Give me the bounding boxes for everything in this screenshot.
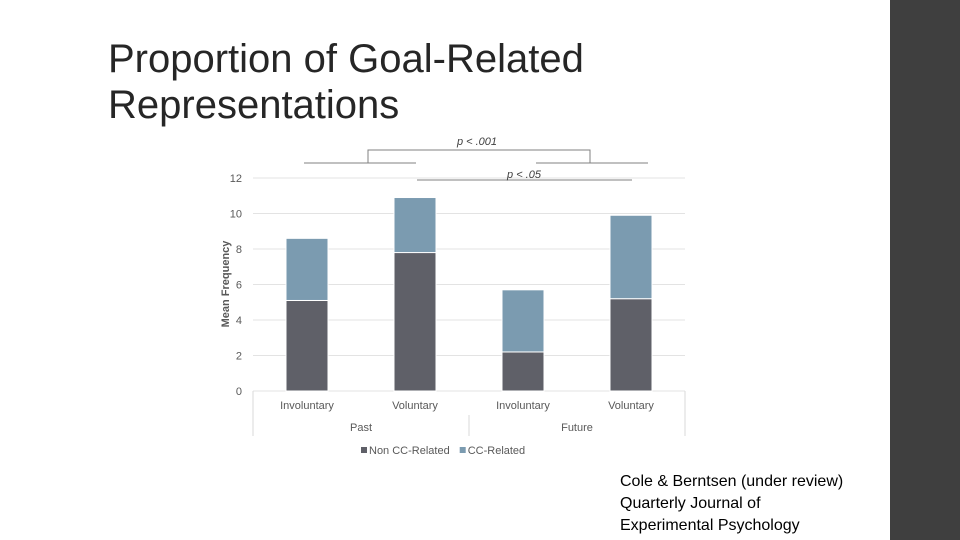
citation-line-3: Experimental Psychology (620, 517, 800, 534)
significance-label: p < .001 (456, 136, 497, 148)
group-label: Past (350, 422, 372, 434)
y-tick-label: 10 (230, 209, 242, 221)
x-tick-label: Voluntary (392, 400, 438, 412)
legend-label: Non CC-Related (369, 445, 450, 457)
x-tick-label: Voluntary (608, 400, 654, 412)
bar-non-cc-related (501, 351, 545, 392)
significance-label: p < .05 (506, 169, 542, 181)
bar-non-cc-related (285, 299, 329, 392)
legend-swatch-non-cc (361, 447, 367, 453)
x-tick-label: Involuntary (280, 400, 334, 412)
y-tick-label: 8 (236, 244, 242, 256)
bar-cc-related (393, 197, 437, 254)
y-axis-label: Mean Frequency (220, 240, 232, 328)
citation-line-2: Quarterly Journal of (620, 495, 761, 512)
slide-title-line-2: Representations (108, 83, 400, 127)
bar-cc-related (501, 289, 545, 353)
sidebar-decoration (890, 0, 960, 540)
x-tick-label: Involuntary (496, 400, 550, 412)
y-tick-label: 12 (230, 173, 242, 185)
slide-title-line-1: Proportion of Goal-Related (108, 37, 584, 81)
citation: Cole & Berntsen (under review) Quarterly… (620, 471, 890, 537)
stacked-bar-chart: 0 2 4 6 8 10 12 Mean Frequency Involuntary Volunt… (220, 136, 686, 457)
bar-cc-related (609, 214, 653, 300)
y-tick-label: 4 (236, 315, 242, 327)
y-tick-label: 6 (236, 280, 242, 292)
citation-line-1: Cole & Berntsen (under review) (620, 473, 844, 490)
group-label: Future (561, 422, 593, 434)
bar-non-cc-related (393, 252, 437, 392)
legend-label: CC-Related (468, 445, 525, 457)
bracket-line (367, 149, 591, 163)
y-tick-label: 2 (236, 351, 242, 363)
bar-non-cc-related (609, 298, 653, 392)
slide-title: Proportion of Goal-Related Representatio… (108, 36, 708, 128)
legend-swatch-cc (459, 447, 466, 453)
y-tick-label: 0 (236, 386, 242, 398)
bar-cc-related (285, 237, 329, 301)
